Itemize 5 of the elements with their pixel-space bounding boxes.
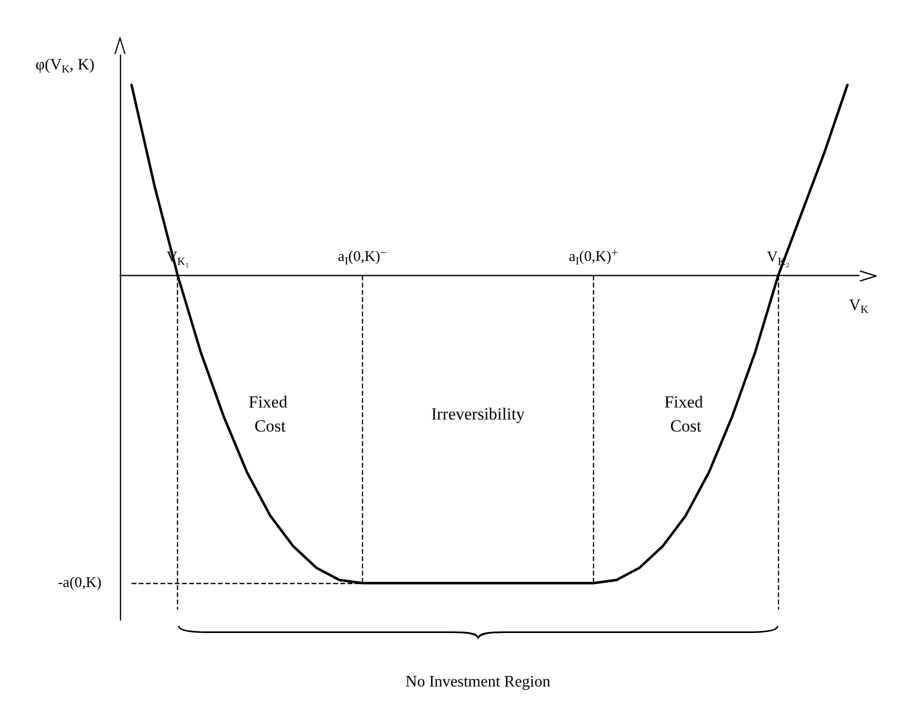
annotation: Irreversibility	[431, 404, 526, 424]
ref-line-label: -a(0,K)	[58, 575, 102, 592]
text: No Investment Region	[406, 674, 550, 690]
annotation: Fixed Cost	[664, 392, 708, 436]
annotation: Fixed Cost	[248, 392, 292, 436]
